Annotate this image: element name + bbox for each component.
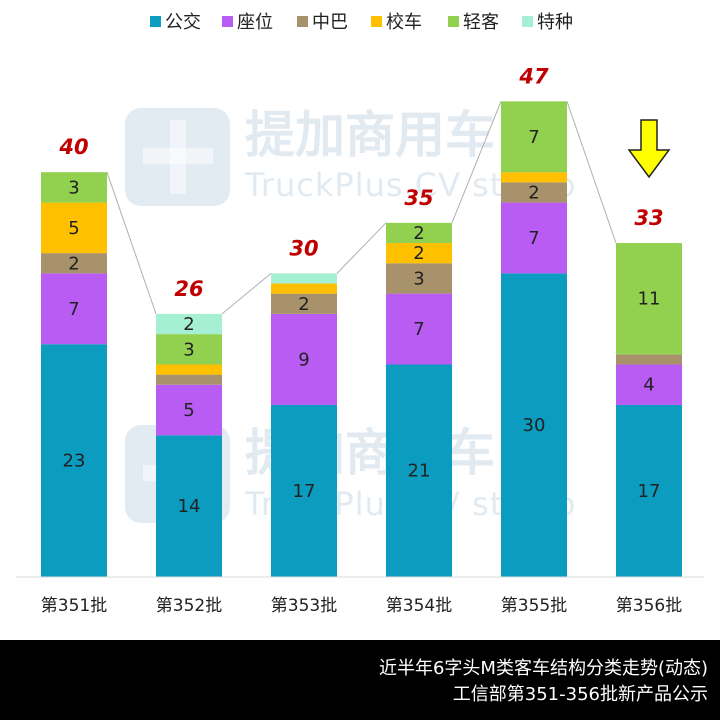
- bar-segment: [271, 293, 337, 314]
- watermark-cn: 提加商用车: [245, 106, 495, 164]
- segment-label: 2: [413, 243, 424, 264]
- segment-label: 17: [293, 481, 316, 502]
- bar-segment: [386, 263, 452, 294]
- x-tick-label: 第354批: [386, 596, 452, 616]
- total-label: 47: [518, 64, 549, 88]
- segment-label: 7: [528, 127, 539, 148]
- x-tick-label: 第356批: [616, 596, 682, 616]
- legend-label: 中巴: [312, 12, 348, 33]
- bar-segment: [271, 283, 337, 294]
- segment-label: 7: [413, 319, 424, 340]
- segment-label: 3: [183, 339, 194, 360]
- bar-segment: [271, 313, 337, 405]
- segment-label: 9: [298, 349, 309, 370]
- bar-segment: [156, 374, 222, 385]
- legend-label: 校车: [386, 12, 422, 33]
- total-label: 30: [289, 236, 318, 260]
- x-tick-label: 第355批: [501, 596, 567, 616]
- bar-segment: [156, 334, 222, 365]
- segment-label: 7: [68, 299, 79, 320]
- bar-segment: [156, 364, 222, 375]
- legend: 公交 座位 中巴 校车 轻客 特种: [150, 12, 573, 33]
- bar-segment: [501, 182, 567, 203]
- chart: 提加商用车 TruckPlus CV studio 提加商用车 TruckPlu…: [16, 12, 704, 616]
- bar-segment: [501, 202, 567, 274]
- segment-label: 2: [68, 253, 79, 274]
- legend-label: 座位: [237, 12, 273, 33]
- bar-segment: [616, 364, 682, 405]
- segment-label: 5: [68, 218, 79, 239]
- segment-label: 14: [178, 496, 201, 517]
- bar-segment: [156, 435, 222, 577]
- connector-line: [566, 101, 617, 244]
- segment-label: 30: [523, 415, 546, 436]
- connector-line: [106, 172, 157, 315]
- segment-label: 17: [638, 481, 661, 502]
- segment-label: 3: [413, 268, 424, 289]
- connector-line: [221, 273, 272, 315]
- segment-label: 3: [68, 177, 79, 198]
- segment-label: 2: [528, 182, 539, 203]
- total-label: 26: [174, 277, 203, 301]
- x-tick-label: 第352批: [156, 596, 222, 616]
- bar-segment: [156, 313, 222, 335]
- down-arrow-icon: [627, 119, 671, 179]
- total-label: 33: [634, 206, 663, 230]
- bar-segment: [271, 273, 337, 284]
- bar-segment: [386, 293, 452, 365]
- segment-label: 4: [643, 375, 654, 396]
- bar-segment: [41, 202, 107, 254]
- bar-segment: [41, 273, 107, 345]
- bar-segment: [501, 172, 567, 183]
- down-arrow-shape: [627, 119, 671, 179]
- legend-label: 轻客: [463, 12, 499, 33]
- connector-line: [451, 101, 502, 223]
- connector-lines: [106, 101, 617, 315]
- x-tick-label: 第351批: [41, 596, 107, 616]
- bar-segment: [386, 243, 452, 264]
- legend-swatch: [297, 16, 308, 27]
- segment-label: 2: [413, 223, 424, 244]
- legend-swatch: [371, 16, 382, 27]
- segment-label: 2: [298, 294, 309, 315]
- bar-segment: [616, 404, 682, 577]
- bar-segment: [616, 243, 682, 355]
- bar-segment: [616, 354, 682, 365]
- total-label: 40: [58, 135, 88, 159]
- bar-segment: [501, 273, 567, 577]
- legend-swatch: [448, 16, 459, 27]
- bar-segment: [386, 222, 452, 244]
- bar-segment: [41, 344, 107, 577]
- watermark-logo-icon: [125, 108, 230, 206]
- legend-label: 特种: [537, 12, 573, 33]
- bar-segment: [156, 384, 222, 436]
- segment-label: 2: [183, 314, 194, 335]
- segment-label: 11: [638, 289, 661, 310]
- segment-label: 7: [528, 228, 539, 249]
- legend-swatch: [150, 16, 161, 27]
- bar-segment: [41, 253, 107, 274]
- segment-label: 23: [63, 451, 86, 472]
- bar-segment: [41, 172, 107, 203]
- bar-segment: [271, 404, 337, 577]
- x-tick-label: 第353批: [271, 596, 337, 616]
- legend-label: 公交: [165, 12, 201, 33]
- bar-segment: [386, 364, 452, 577]
- total-label: 35: [404, 186, 433, 210]
- x-tick-labels: 第351批 第352批 第353批 第354批 第355批 第356批: [41, 596, 682, 616]
- segment-label: 5: [183, 400, 194, 421]
- footer-subtitle: 工信部第351-356批新产品公示: [452, 684, 708, 705]
- bar-segment: [501, 101, 567, 173]
- segment-label: 21: [408, 461, 431, 482]
- footer-title: 近半年6字头M类客车结构分类走势(动态): [378, 658, 708, 679]
- footer: 近半年6字头M类客车结构分类走势(动态) 工信部第351-356批新产品公示: [0, 640, 720, 720]
- legend-swatch: [522, 16, 533, 27]
- legend-swatch: [222, 16, 233, 27]
- connector-line: [336, 222, 387, 274]
